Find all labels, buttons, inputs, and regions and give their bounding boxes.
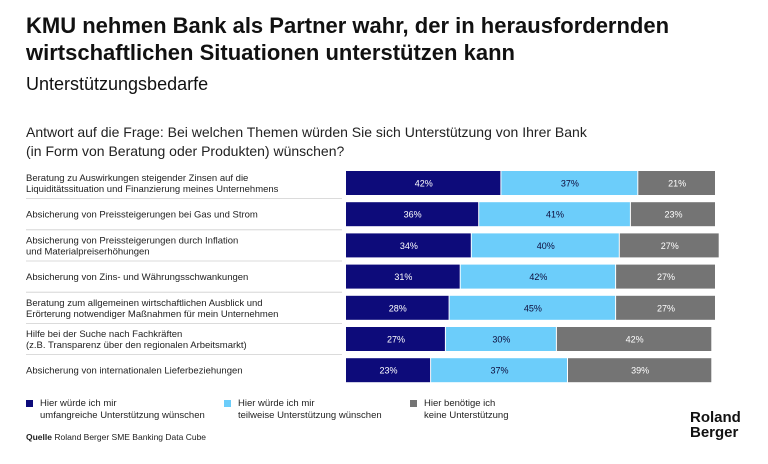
category-label: Absicherung von Zins- und Währungsschwan… <box>26 272 248 283</box>
category-label-line: Absicherung von Preissteigerungen bei Ga… <box>26 210 258 221</box>
data-label: 34% <box>400 241 418 251</box>
bar-segment <box>616 264 715 289</box>
bar-segment <box>619 233 719 258</box>
data-label: 42% <box>415 179 433 189</box>
bar-segment <box>556 327 712 351</box>
category-label-line: Absicherung von internationalen Lieferbe… <box>26 366 243 377</box>
data-label: 37% <box>491 366 509 376</box>
bar-segment <box>479 202 630 227</box>
bar-segment <box>471 233 619 258</box>
data-label: 27% <box>657 303 675 313</box>
data-label: 37% <box>561 179 579 189</box>
bar-segment <box>346 264 460 289</box>
legend-item-teilweise: Hier würde ich mir teilweise Unterstützu… <box>224 398 408 422</box>
category-label: Beratung zum allgemeinen wirtschaftliche… <box>26 298 278 320</box>
chart-subtitle: Unterstützungsbedarfe <box>26 74 209 94</box>
category-label-line: Hilfe bei der Suche nach Fachkräften <box>26 329 182 340</box>
title-line-2: wirtschaftlichen Situationen unterstütze… <box>26 40 515 65</box>
bar-segment <box>346 202 479 227</box>
data-label: 23% <box>380 366 398 376</box>
source-note: Quelle Roland Berger SME Banking Data Cu… <box>26 432 206 442</box>
legend-item-keine: Hier benötige ich keine Unterstützung <box>410 398 594 422</box>
survey-question: Antwort auf die Frage: Bei welchen Theme… <box>26 123 666 161</box>
category-label-line: Erörterung notwendiger Maßnahmen für mei… <box>26 309 278 320</box>
legend-swatch-teilweise <box>224 400 231 407</box>
category-label: Absicherung von internationalen Lieferbe… <box>26 366 243 377</box>
bar-segment <box>449 295 616 320</box>
data-label: 27% <box>657 272 675 282</box>
question-line-1: Antwort auf die Frage: Bei welchen Theme… <box>26 124 587 140</box>
category-label-line: Absicherung von Zins- und Währungsschwan… <box>26 272 248 283</box>
category-label-line: und Materialpreiserhöhungen <box>26 246 150 257</box>
category-label: Absicherung von Preissteigerungen bei Ga… <box>26 210 258 221</box>
source-label: Quelle <box>26 432 52 442</box>
bar-segment <box>460 264 616 289</box>
category-label-line: Liquiditätssituation und Finanzierung me… <box>26 184 279 195</box>
title-line-1: KMU nehmen Bank als Partner wahr, der in… <box>26 13 670 38</box>
logo-line-2: Berger <box>690 424 739 441</box>
bar-segment <box>568 358 712 383</box>
chart-title: KMU nehmen Bank als Partner wahr, der in… <box>26 12 746 66</box>
data-label: 27% <box>661 241 679 251</box>
bar-segment <box>616 295 715 320</box>
bar-segment <box>431 358 567 383</box>
category-label: Beratung zu Auswirkungen steigender Zins… <box>26 173 279 195</box>
data-label: 42% <box>529 272 547 282</box>
legend-label-line-2: keine Unterstützung <box>424 410 509 421</box>
legend-item-umfangreich: Hier würde ich mir umfangreiche Unterstü… <box>26 398 210 422</box>
legend-swatch-keine <box>410 400 417 407</box>
data-label: 36% <box>404 210 422 220</box>
category-label-line: (z.B. Transparenz über den regionalen Ar… <box>26 340 247 351</box>
bar-segment <box>638 171 715 195</box>
legend-label-line-1: Hier benötige ich <box>424 398 496 409</box>
question-line-2: (in Form von Beratung oder Produkten) wü… <box>26 143 345 159</box>
category-label-line: Beratung zum allgemeinen wirtschaftliche… <box>26 298 263 309</box>
source-text: Roland Berger SME Banking Data Cube <box>54 432 207 442</box>
legend-label-line-2: teilweise Unterstützung wünschen <box>238 410 382 421</box>
category-label: Absicherung von Preissteigerungen durch … <box>26 235 238 257</box>
bar-segment <box>346 358 431 383</box>
legend-swatch-umfangreich <box>26 400 33 407</box>
category-label: Hilfe bei der Suche nach Fachkräften (z.B… <box>26 329 247 351</box>
data-label: 41% <box>546 210 564 220</box>
data-label: 27% <box>387 335 405 345</box>
bar-segment <box>501 171 638 195</box>
roland-berger-logo: Roland Berger <box>690 410 741 440</box>
bar-segment <box>346 171 501 195</box>
data-label: 31% <box>394 272 412 282</box>
data-label: 23% <box>664 210 682 220</box>
data-label: 40% <box>537 241 555 251</box>
legend-label-line-2: umfangreiche Unterstützung wünschen <box>40 410 205 421</box>
data-label: 42% <box>626 335 644 345</box>
bar-segment <box>445 327 556 351</box>
data-label: 30% <box>492 335 510 345</box>
legend-label-line-1: Hier würde ich mir <box>238 398 315 409</box>
data-label: 39% <box>631 366 649 376</box>
category-label-line: Beratung zu Auswirkungen steigender Zins… <box>26 173 248 184</box>
logo-line-1: Roland <box>690 409 741 426</box>
data-label: 45% <box>524 303 542 313</box>
data-label: 21% <box>668 179 686 189</box>
bar-segment <box>346 233 471 258</box>
category-label-line: Absicherung von Preissteigerungen durch … <box>26 235 238 246</box>
data-label: 28% <box>389 303 407 313</box>
bar-segment <box>630 202 715 227</box>
legend-label-line-1: Hier würde ich mir <box>40 398 117 409</box>
bar-segment <box>346 327 445 351</box>
bar-segment <box>346 295 449 320</box>
